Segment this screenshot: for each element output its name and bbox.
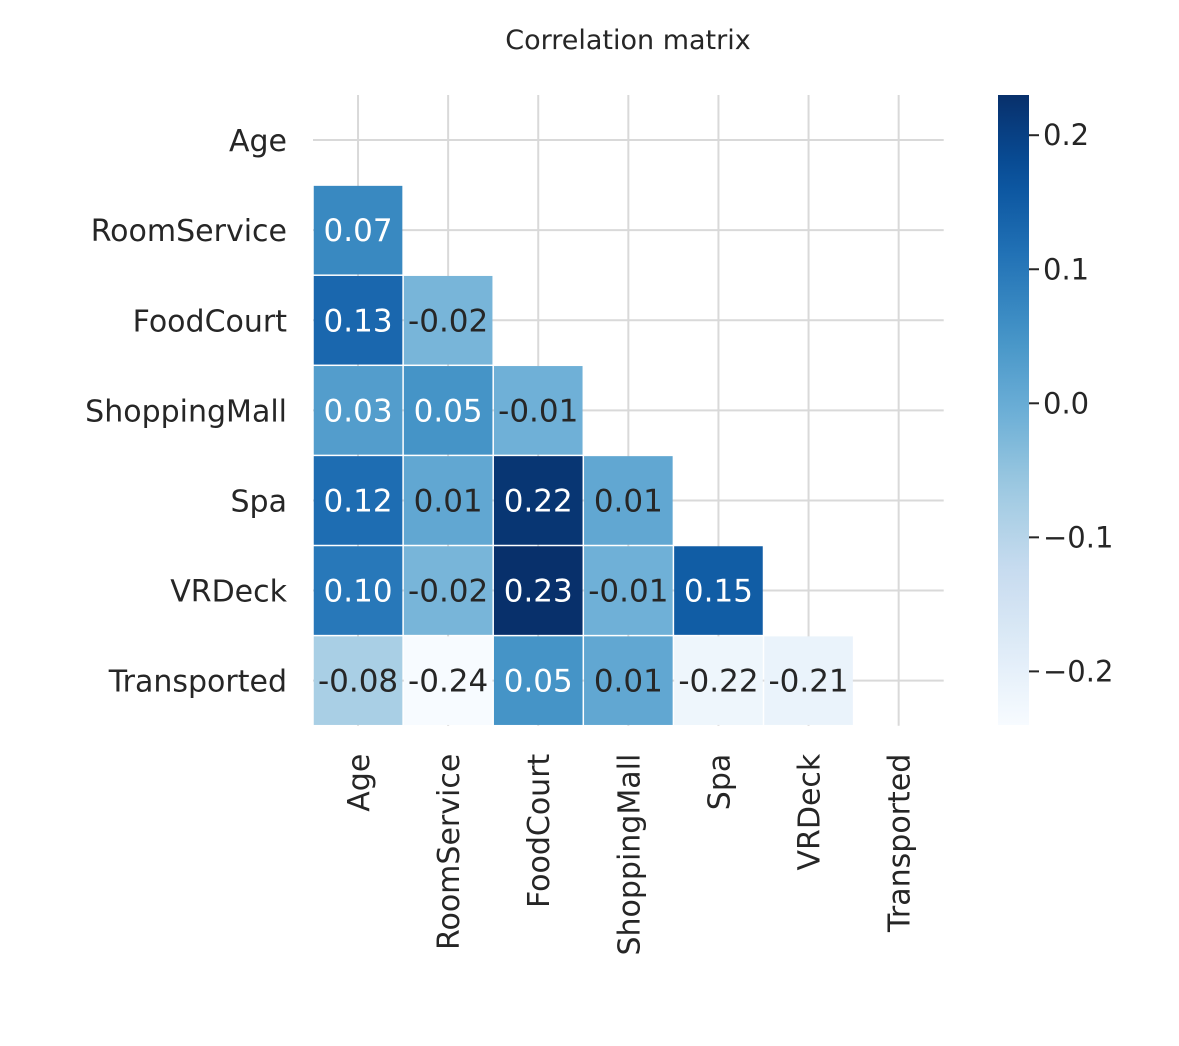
plot-area: 0.07 0.13 -0.02 0.03 0.05 -0.01 0.12 0.01 0.22 0.…: [85, 95, 944, 956]
column-label-vrdeck: VRDeck: [793, 753, 828, 870]
column-labels: Age RoomService FoodCourt ShoppingMall Spa VR…: [342, 753, 918, 955]
colorbar: 0.2 0.1 0.0 −0.1 −0.2: [998, 95, 1113, 725]
cell-value-label: -0.02: [408, 574, 488, 610]
heatmap-cell-spa-food-court: [493, 456, 583, 545]
cell-value-label: 0.10: [324, 574, 393, 610]
colorbar-tick-label: 0.0: [1043, 386, 1089, 420]
heatmap-cell-transported-age: [313, 636, 403, 725]
cell-value-label: -0.24: [408, 664, 488, 700]
heatmap-cell-shopping-mall-age: [313, 366, 403, 455]
cell-value-label: -0.01: [588, 574, 668, 610]
heatmap-cell-food-court-age: [313, 275, 403, 365]
cell-value-label: 0.01: [594, 664, 663, 700]
row-labels: Age RoomService FoodCourt ShoppingMall Spa VR…: [85, 124, 287, 700]
row-label-age: Age: [229, 124, 287, 159]
row-label-room-service: RoomService: [91, 214, 287, 249]
heatmap-cell-vrdeck-age: [313, 546, 403, 635]
row-label-shopping-mall: ShoppingMall: [85, 394, 287, 429]
cell-value-label: -0.01: [498, 393, 578, 429]
colorbar-tick-label: −0.2: [1043, 654, 1113, 688]
cell-value-label: 0.23: [504, 574, 573, 610]
cell-value-label: 0.22: [504, 483, 573, 519]
heatmap-cell-vrdeck-shopping-mall: [584, 546, 673, 635]
heatmap-cells: 0.07 0.13 -0.02 0.03 0.05 -0.01 0.12 0.01 0.22 0.…: [313, 185, 853, 725]
colorbar-tick-label: −0.1: [1043, 520, 1113, 554]
cell-value-label: 0.12: [324, 483, 393, 519]
heatmap-cell-transported-spa: [674, 636, 763, 725]
row-label-spa: Spa: [231, 484, 287, 519]
heatmap-cell-transported-vrdeck: [764, 636, 853, 725]
row-label-transported: Transported: [108, 665, 287, 700]
heatmap-cell-transported-shopping-mall: [584, 636, 673, 725]
cell-value-label: 0.03: [324, 393, 393, 429]
cell-value-label: -0.02: [408, 303, 488, 339]
heatmap-cell-transported-room-service: [403, 636, 493, 725]
cell-value-label: -0.22: [678, 664, 758, 700]
cell-value-label: 0.05: [504, 664, 573, 700]
heatmap-cell-vrdeck-food-court: [493, 546, 583, 635]
column-label-transported: Transported: [883, 754, 918, 933]
heatmap-cell-shopping-mall-food-court: [493, 366, 583, 455]
row-label-vrdeck: VRDeck: [170, 575, 287, 610]
cell-value-label: -0.08: [318, 664, 398, 700]
heatmap-cell-vrdeck-room-service: [403, 546, 493, 635]
heatmap-cell-room-service-age: [313, 185, 403, 275]
heatmap-cell-spa-room-service: [403, 456, 493, 545]
row-label-food-court: FoodCourt: [133, 304, 288, 339]
column-label-age: Age: [342, 754, 377, 812]
column-label-food-court: FoodCourt: [522, 753, 557, 908]
heatmap-cell-shopping-mall-room-service: [403, 366, 493, 455]
heatmap-cell-food-court-room-service: [403, 275, 493, 365]
column-label-spa: Spa: [702, 754, 737, 810]
cell-value-label: 0.01: [414, 483, 483, 519]
column-label-shopping-mall: ShoppingMall: [612, 754, 647, 956]
heatmap-cell-spa-shopping-mall: [584, 456, 673, 545]
heatmap-cell-vrdeck-spa: [674, 546, 763, 635]
colorbar-tick-label: 0.2: [1043, 118, 1089, 152]
cell-value-label: 0.13: [324, 303, 393, 339]
cell-value-label: 0.01: [594, 483, 663, 519]
cell-value-label: -0.21: [768, 664, 848, 700]
colorbar-gradient: [998, 95, 1029, 725]
cell-value-label: 0.07: [324, 213, 393, 249]
column-label-room-service: RoomService: [432, 754, 467, 950]
colorbar-tick-label: 0.1: [1043, 252, 1089, 286]
heatmap-cell-transported-food-court: [493, 636, 583, 725]
cell-value-label: 0.05: [414, 393, 483, 429]
cell-value-label: 0.15: [684, 574, 753, 610]
heatmap-cell-spa-age: [313, 456, 403, 545]
chart-title: Correlation matrix: [505, 25, 751, 56]
